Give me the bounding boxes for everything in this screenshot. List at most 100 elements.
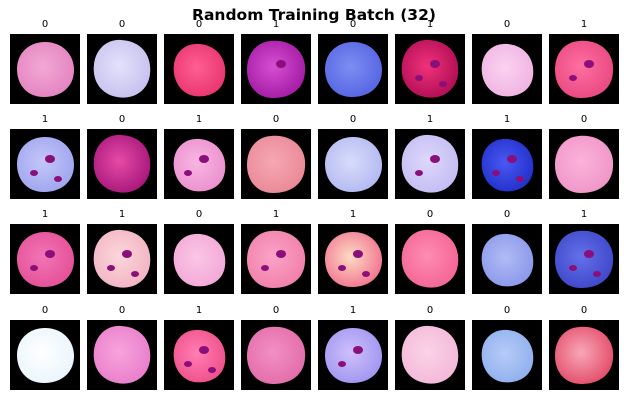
cell-image: [472, 34, 542, 104]
cell-blob: [93, 325, 151, 384]
cell-blob: [247, 40, 306, 98]
cell-blob: [481, 43, 534, 97]
cell-image: [10, 34, 80, 104]
parasite-spot: [45, 155, 55, 163]
cell-image: [472, 129, 542, 199]
cell-image: [318, 224, 388, 294]
cell-image: [395, 224, 465, 294]
cell-image: [472, 320, 542, 390]
sample-cell: 1: [395, 114, 465, 199]
cell-image: [87, 224, 157, 294]
cell-blob: [401, 325, 459, 384]
sample-cell: 0: [87, 19, 157, 104]
sample-cell: 0: [164, 19, 234, 104]
sample-label: 0: [272, 305, 280, 316]
cell-blob: [247, 230, 306, 288]
cell-blob: [555, 40, 614, 98]
cell-blob: [401, 134, 459, 193]
cell-blob: [555, 230, 614, 288]
cell-image: [395, 320, 465, 390]
parasite-spot: [338, 361, 346, 367]
sample-label: 0: [503, 19, 511, 30]
sample-label: 0: [41, 305, 49, 316]
parasite-spot: [584, 250, 594, 258]
cell-blob: [173, 43, 226, 97]
sample-cell: 0: [472, 209, 542, 294]
cell-blob: [93, 39, 151, 98]
cell-image: [549, 320, 619, 390]
cell-blob: [325, 328, 382, 383]
sample-cell: 1: [10, 209, 80, 294]
parasite-spot: [199, 155, 209, 163]
cell-image: [318, 320, 388, 390]
sample-label: 0: [272, 114, 280, 125]
sample-label: 0: [195, 19, 203, 30]
cell-image: [164, 224, 234, 294]
cell-blob: [173, 329, 226, 383]
sample-cell: 1: [164, 305, 234, 390]
cell-blob: [17, 232, 74, 287]
parasite-spot: [45, 250, 55, 258]
sample-label: 1: [272, 209, 280, 220]
sample-label: 1: [503, 114, 511, 125]
parasite-spot: [353, 346, 363, 354]
sample-label: 0: [426, 305, 434, 316]
sample-label: 0: [118, 19, 126, 30]
parasite-spot: [415, 170, 423, 176]
sample-cell: 0: [87, 114, 157, 199]
sample-cell: 0: [395, 305, 465, 390]
parasite-spot: [430, 155, 440, 163]
cell-image: [549, 129, 619, 199]
sample-cell: 0: [472, 19, 542, 104]
parasite-spot: [430, 60, 440, 68]
figure-title: Random Training Batch (32): [192, 6, 436, 24]
sample-cell: 1: [549, 209, 619, 294]
sample-label: 1: [426, 19, 434, 30]
cell-image: [164, 34, 234, 104]
sample-label: 0: [503, 305, 511, 316]
sample-label: 0: [503, 209, 511, 220]
cell-image: [87, 129, 157, 199]
cell-blob: [93, 134, 151, 193]
parasite-spot: [131, 271, 139, 277]
cell-blob: [481, 138, 534, 192]
cell-image: [241, 34, 311, 104]
parasite-spot: [516, 176, 524, 182]
parasite-spot: [439, 81, 447, 87]
sample-cell: 1: [549, 19, 619, 104]
sample-label: 1: [41, 114, 49, 125]
sample-label: 0: [580, 305, 588, 316]
sample-label: 0: [41, 19, 49, 30]
cell-blob: [247, 326, 306, 384]
parasite-spot: [507, 155, 517, 163]
sample-cell: 0: [87, 305, 157, 390]
cell-image: [395, 34, 465, 104]
parasite-spot: [276, 60, 286, 68]
sample-cell: 0: [318, 114, 388, 199]
sample-label: 1: [349, 305, 357, 316]
cell-blob: [325, 232, 382, 287]
sample-label: 1: [580, 209, 588, 220]
cell-blob: [173, 233, 226, 287]
cell-blob: [555, 326, 614, 384]
parasite-spot: [593, 271, 601, 277]
sample-cell: 1: [472, 114, 542, 199]
parasite-spot: [30, 170, 38, 176]
parasite-spot: [208, 367, 216, 373]
parasite-spot: [261, 265, 269, 271]
cell-blob: [17, 137, 74, 192]
sample-label: 0: [349, 114, 357, 125]
sample-label: 1: [426, 114, 434, 125]
cell-image: [241, 320, 311, 390]
sample-cell: 0: [241, 114, 311, 199]
sample-cell: 1: [164, 114, 234, 199]
parasite-spot: [30, 265, 38, 271]
sample-label: 1: [195, 305, 203, 316]
cell-blob: [401, 39, 459, 98]
parasite-spot: [184, 361, 192, 367]
sample-label: 1: [195, 114, 203, 125]
parasite-spot: [54, 176, 62, 182]
sample-cell: 1: [318, 209, 388, 294]
cell-image: [10, 320, 80, 390]
